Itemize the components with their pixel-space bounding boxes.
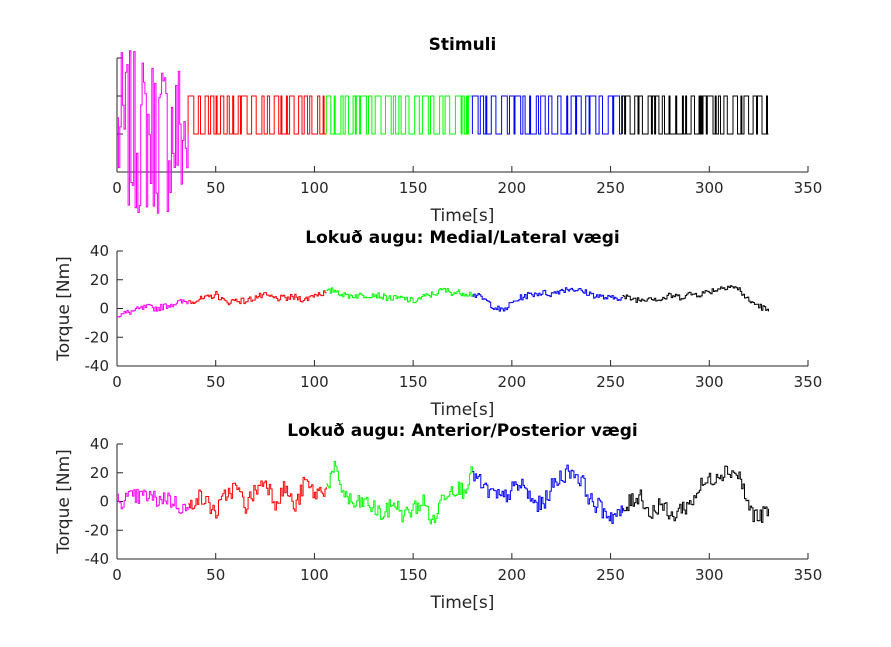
series-line-2: [326, 460, 473, 525]
x-tick-label: 150: [399, 179, 428, 197]
series-line-2: [325, 95, 473, 135]
x-tick-label: 100: [300, 566, 329, 584]
series-line-3: [472, 287, 623, 312]
anterior-posterior-torque-plot: Lokuð augu: Anterior/Posterior vægi Time…: [54, 421, 822, 613]
x-tick-label: 50: [206, 566, 225, 584]
x-tick-label: 350: [794, 566, 823, 584]
x-tick-label: 50: [206, 373, 225, 391]
x-tick-label: 350: [794, 373, 823, 391]
y-tick-label: 20: [90, 271, 109, 289]
x-tick-label: 250: [596, 179, 625, 197]
series-line-1: [188, 476, 327, 519]
medial-lateral-torque-plot: Lokuð augu: Medial/Lateral vægi Time[s] …: [54, 228, 822, 420]
y-tick-label: -40: [85, 550, 110, 568]
stimuli-plot: Stimuli Time[s] 0 50 100 150 200 250 300 350: [112, 35, 822, 226]
x-tick-label: 150: [399, 373, 428, 391]
y-tick-label: 40: [90, 242, 109, 260]
x-tick-label: 200: [498, 566, 527, 584]
y-tick-label: -20: [85, 328, 110, 346]
y-tick-label: -40: [85, 357, 110, 375]
series-line-1: [187, 95, 327, 135]
x-tick-label: 200: [498, 179, 527, 197]
x-tick-label: 150: [399, 566, 428, 584]
series-line-3: [472, 464, 623, 524]
series-line-0: [117, 299, 189, 318]
x-tick-label: 100: [300, 179, 329, 197]
x-tick-label: 250: [596, 373, 625, 391]
series-line-4: [622, 465, 769, 523]
series-line-4: [622, 285, 769, 312]
y-axis-label: Torque [Nm]: [54, 449, 74, 555]
x-tick-label: 300: [695, 373, 724, 391]
y-tick-label: 20: [90, 464, 109, 482]
x-axis-label: Time[s]: [430, 400, 495, 420]
x-tick-label: 100: [300, 373, 329, 391]
x-tick-label: 200: [498, 373, 527, 391]
y-tick-label: 40: [90, 435, 109, 453]
chart-title: Lokuð augu: Anterior/Posterior vægi: [287, 421, 637, 441]
chart-title: Stimuli: [429, 35, 497, 55]
x-tick-label: 50: [206, 179, 225, 197]
x-tick-label: 0: [112, 373, 122, 391]
x-tick-label: 300: [695, 179, 724, 197]
y-tick-label: 0: [99, 300, 109, 318]
series-line-0: [117, 50, 189, 214]
x-tick-label: 300: [695, 566, 724, 584]
series-line-3: [471, 95, 623, 135]
x-tick-label: 0: [112, 179, 122, 197]
y-axis-label: Torque [Nm]: [54, 256, 74, 362]
x-tick-label: 350: [794, 179, 823, 197]
x-axis-label: Time[s]: [430, 206, 495, 226]
y-tick-label: 0: [99, 493, 109, 511]
series-line-1: [188, 290, 327, 306]
x-tick-label: 0: [112, 566, 122, 584]
chart-title: Lokuð augu: Medial/Lateral vægi: [305, 228, 619, 248]
series-line-4: [621, 95, 769, 135]
series-line-0: [117, 488, 189, 514]
y-tick-label: -20: [85, 521, 110, 539]
x-axis-label: Time[s]: [430, 593, 495, 613]
x-tick-label: 250: [596, 566, 625, 584]
series-line-2: [326, 287, 473, 304]
